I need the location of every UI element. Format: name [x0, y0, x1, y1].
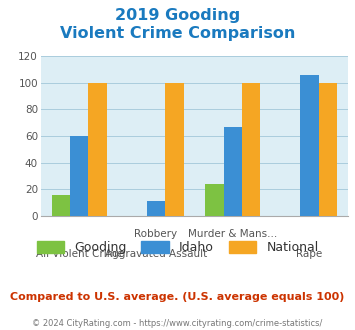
Text: Robbery: Robbery: [135, 229, 178, 239]
Text: Violent Crime Comparison: Violent Crime Comparison: [60, 26, 295, 41]
Bar: [224, 127, 242, 216]
Text: Rape: Rape: [296, 249, 323, 259]
Bar: [70, 136, 88, 216]
Bar: [242, 83, 260, 216]
Legend: Gooding, Idaho, National: Gooding, Idaho, National: [32, 236, 323, 259]
Text: All Violent Crime: All Violent Crime: [36, 249, 123, 259]
Text: 2019 Gooding: 2019 Gooding: [115, 8, 240, 23]
Text: Aggravated Assault: Aggravated Assault: [105, 249, 207, 259]
Text: © 2024 CityRating.com - https://www.cityrating.com/crime-statistics/: © 2024 CityRating.com - https://www.city…: [32, 319, 323, 328]
Bar: [205, 184, 224, 216]
Bar: [88, 83, 107, 216]
Bar: [165, 83, 184, 216]
Text: Compared to U.S. average. (U.S. average equals 100): Compared to U.S. average. (U.S. average …: [10, 292, 345, 302]
Bar: [319, 83, 337, 216]
Text: Murder & Mans...: Murder & Mans...: [188, 229, 277, 239]
Bar: [147, 202, 165, 216]
Bar: [51, 195, 70, 216]
Bar: [300, 75, 319, 216]
